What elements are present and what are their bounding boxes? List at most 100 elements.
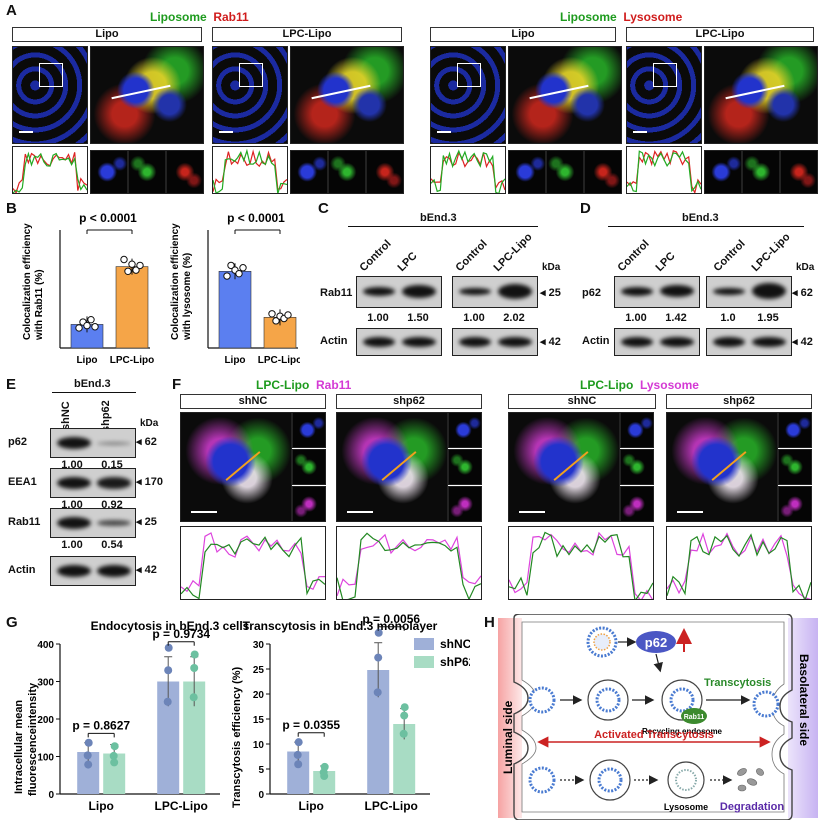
title-green: Liposome xyxy=(150,10,207,24)
channel-green xyxy=(128,150,166,194)
mw-marker: ◂ 170 xyxy=(136,476,163,488)
p62-label: p62 xyxy=(645,635,667,650)
legend-swatch-shp62 xyxy=(414,656,434,668)
bar-shnc xyxy=(287,751,310,794)
bar-shnc xyxy=(367,670,390,794)
intensity-profile-line xyxy=(667,533,811,599)
line-scan-marker xyxy=(111,84,171,100)
panel-d-label: D xyxy=(580,200,591,217)
blot-band xyxy=(97,519,131,527)
line-scan-marker xyxy=(311,84,371,100)
channel-green xyxy=(620,449,654,485)
data-point xyxy=(110,758,119,767)
lane-label: Control xyxy=(615,237,652,274)
data-point xyxy=(83,751,92,760)
bar-shp62 xyxy=(183,681,206,794)
lane-label: LPC xyxy=(653,249,678,274)
title-magenta: Rab11 xyxy=(316,378,352,392)
line-scan-marker xyxy=(553,451,589,481)
mw-marker: ◂ 62 xyxy=(792,287,813,299)
row-label: Actin xyxy=(582,335,610,347)
title-green: LPC-Lipo xyxy=(580,378,634,392)
data-point xyxy=(124,267,132,276)
quant-value: 1.00 xyxy=(625,312,647,324)
group-label: LPC-Lipo xyxy=(212,27,402,42)
cell-line-underline xyxy=(52,392,136,393)
data-point xyxy=(320,762,329,771)
x-tick-label: Lipo xyxy=(89,799,114,813)
overview-micrograph xyxy=(626,46,702,144)
channel-dapi xyxy=(448,412,482,448)
zoom-micrograph xyxy=(290,46,404,144)
row-label: Actin xyxy=(8,564,36,576)
channel-green xyxy=(778,449,812,485)
channel-magenta xyxy=(778,486,812,522)
title-magenta: Lysosome xyxy=(640,378,699,392)
blot-actin-a xyxy=(356,328,442,356)
lysosome-icon xyxy=(667,761,705,799)
line-profile-plot xyxy=(666,526,812,600)
channel-green xyxy=(292,449,326,485)
degradation-label: Degradation xyxy=(720,801,784,813)
intensity-profile-line xyxy=(337,532,481,599)
intensity-profile-line xyxy=(213,148,287,193)
data-point xyxy=(227,261,235,270)
data-point xyxy=(320,772,329,781)
mw-value: 25 xyxy=(548,287,561,299)
x-tick-label: Lipo xyxy=(299,799,324,813)
data-point xyxy=(164,643,173,652)
endocytosis-vesicle xyxy=(528,686,556,714)
data-point xyxy=(83,321,91,330)
blot-actin-b xyxy=(706,328,792,356)
lane-label: Control xyxy=(711,237,748,274)
panel-e-label: E xyxy=(6,376,17,393)
panel-f-title-right: LPC-Lipo Lysosome xyxy=(580,378,699,392)
data-point xyxy=(400,703,409,712)
chart-title: Endocytosis in bEnd.3 cells xyxy=(91,619,250,633)
x-tick-label: Lipo xyxy=(76,355,97,366)
line-scan-marker xyxy=(725,84,785,100)
scale-bar xyxy=(191,511,217,513)
cell-line-label: bEnd.3 xyxy=(74,378,111,390)
line-profile-plot xyxy=(508,526,654,600)
merge-micrograph xyxy=(666,412,778,522)
line-profile-plot xyxy=(12,146,88,194)
y-axis-label: fluorescenceintensity xyxy=(27,682,39,796)
endocytosis-vesicle-lower xyxy=(528,766,556,794)
channel-red xyxy=(166,150,204,194)
bar-shp62 xyxy=(313,771,336,794)
y-tick-label: 200 xyxy=(37,715,54,726)
bar-shnc xyxy=(77,752,100,794)
bar-shp62 xyxy=(103,753,126,794)
data-point xyxy=(293,750,302,759)
bar-shp62 xyxy=(393,724,416,794)
p-value: p = 0.8627 xyxy=(72,718,130,732)
mw-value: 42 xyxy=(548,336,561,348)
title-red: Rab11 xyxy=(213,10,249,24)
merge-micrograph xyxy=(336,412,448,522)
channel-dapi xyxy=(620,412,654,448)
channel-green xyxy=(742,150,780,194)
y-axis-label: with lysosome (%) xyxy=(182,253,193,341)
legend-swatch-shnc xyxy=(414,638,434,650)
g-right-plot: 0 5 10 15 20 25 30 Lipo p = 0.0355 LPC-Lipo p = 0.… xyxy=(253,614,430,813)
quant-value: 1.00 xyxy=(463,312,485,324)
panel-h-diagram: Luminal side Basolateral side p62 Rab11 … xyxy=(498,614,818,820)
data-point xyxy=(294,738,303,747)
blot-rab11-a xyxy=(356,276,442,308)
panel-f-label: F xyxy=(172,376,182,393)
channel-magenta xyxy=(448,486,482,522)
channel-dapi xyxy=(292,412,326,448)
channel-dapi xyxy=(778,412,812,448)
row-label: EEA1 xyxy=(8,476,37,488)
row-label: p62 xyxy=(8,436,27,448)
cell-line-label: bEnd.3 xyxy=(420,212,457,224)
data-point xyxy=(374,653,383,662)
channel-magenta xyxy=(620,486,654,522)
channel-dapi xyxy=(704,150,742,194)
y-tick-label: 300 xyxy=(37,678,54,689)
data-point xyxy=(75,324,83,332)
data-point xyxy=(84,738,93,747)
p-value: p = 0.9734 xyxy=(152,627,210,641)
blot-p62-b xyxy=(706,276,792,308)
